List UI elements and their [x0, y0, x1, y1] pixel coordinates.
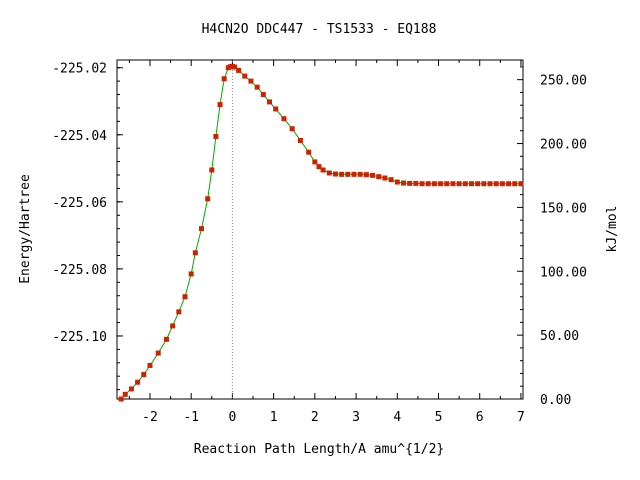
data-point — [438, 181, 444, 187]
data-point — [456, 181, 462, 187]
data-point — [281, 116, 287, 122]
data-point — [357, 171, 363, 177]
data-point — [487, 181, 493, 187]
data-point — [192, 250, 198, 256]
data-point — [493, 181, 499, 187]
data-point — [289, 126, 295, 132]
x-tick-label: 2 — [311, 410, 319, 425]
x-tick-label: 6 — [476, 410, 484, 425]
y2-tick-label: 0.00 — [540, 393, 571, 408]
data-point — [376, 174, 382, 180]
data-point — [267, 99, 273, 105]
data-point — [170, 323, 176, 329]
data-point — [141, 372, 147, 378]
data-point — [345, 171, 351, 177]
data-point — [370, 172, 376, 178]
data-point — [400, 180, 406, 186]
data-point — [326, 170, 332, 176]
data-point — [506, 181, 512, 187]
data-point — [475, 181, 481, 187]
y-axis-label: Energy/Hartree — [18, 174, 33, 284]
data-point — [205, 196, 211, 202]
data-point — [462, 181, 468, 187]
data-point — [213, 133, 219, 139]
data-point — [394, 179, 400, 185]
data-point — [444, 181, 450, 187]
data-point — [297, 137, 303, 143]
data-point — [242, 73, 248, 79]
data-point — [248, 78, 254, 84]
x-tick-label: 3 — [352, 410, 360, 425]
data-point — [260, 92, 266, 98]
y2-tick-label: 150.00 — [540, 201, 587, 216]
data-point — [312, 159, 318, 165]
axes: -2 -1 0 1 2 3 4 5 6 7 -225.02 -225.04 -225.06 -225.08… — [52, 60, 587, 425]
data-point — [419, 181, 425, 187]
data-point — [188, 271, 194, 277]
y2-tick-label: 200.00 — [540, 138, 587, 153]
data-point — [468, 181, 474, 187]
y-tick-label: -225.02 — [52, 62, 107, 77]
data-point — [413, 180, 419, 186]
data-point — [221, 76, 227, 82]
data-point — [388, 177, 394, 183]
data-point — [512, 181, 518, 187]
y2-tick-label: 100.00 — [540, 265, 587, 280]
y2-axis-label: kJ/mol — [605, 206, 620, 253]
data-point — [450, 181, 456, 187]
data-point — [147, 362, 153, 368]
data-point — [431, 181, 437, 187]
y-tick-label: -225.06 — [52, 196, 107, 211]
data-point — [163, 336, 169, 342]
data-point — [236, 67, 242, 73]
data-point — [320, 167, 326, 173]
plot-frame — [116, 59, 524, 400]
data-point — [118, 396, 124, 402]
data-point — [425, 181, 431, 187]
data-point — [306, 149, 312, 155]
data-point — [254, 84, 260, 90]
x-tick-label: 1 — [270, 410, 278, 425]
data-point — [176, 309, 182, 315]
x-tick-label: 7 — [517, 410, 525, 425]
x-tick-label: 5 — [435, 410, 443, 425]
series-line — [120, 65, 521, 400]
data-point — [499, 181, 505, 187]
data-point — [217, 102, 223, 108]
data-point — [382, 175, 388, 181]
x-tick-label: -1 — [183, 410, 199, 425]
y2-tick-label: 50.00 — [540, 329, 579, 344]
data-point — [122, 391, 128, 397]
data-point — [155, 350, 161, 356]
data-point — [128, 386, 134, 392]
data-point — [518, 181, 524, 187]
data-marks — [118, 61, 524, 402]
y2-tick-label: 250.00 — [540, 74, 587, 89]
data-point — [316, 164, 322, 170]
data-point — [339, 171, 345, 177]
x-tick-label: 0 — [228, 410, 236, 425]
data-point — [231, 64, 237, 70]
x-tick-label: 4 — [393, 410, 401, 425]
data-point — [363, 172, 369, 178]
y-tick-label: -225.04 — [52, 129, 107, 144]
data-point — [209, 167, 215, 173]
x-axis-label: Reaction Path Length/A amu^{1/2} — [194, 442, 444, 457]
data-point — [407, 180, 413, 186]
data-point — [332, 171, 338, 177]
data-point — [481, 181, 487, 187]
chart-title: H4CN2O DDC447 - TS1533 - EQ188 — [202, 22, 437, 37]
data-point — [351, 171, 357, 177]
data-point — [198, 226, 204, 232]
y-tick-label: -225.10 — [52, 330, 107, 345]
data-point — [135, 379, 141, 385]
data-point — [182, 294, 188, 300]
data-point — [273, 106, 279, 112]
x-tick-label: -2 — [142, 410, 158, 425]
y-tick-label: -225.08 — [52, 263, 107, 278]
